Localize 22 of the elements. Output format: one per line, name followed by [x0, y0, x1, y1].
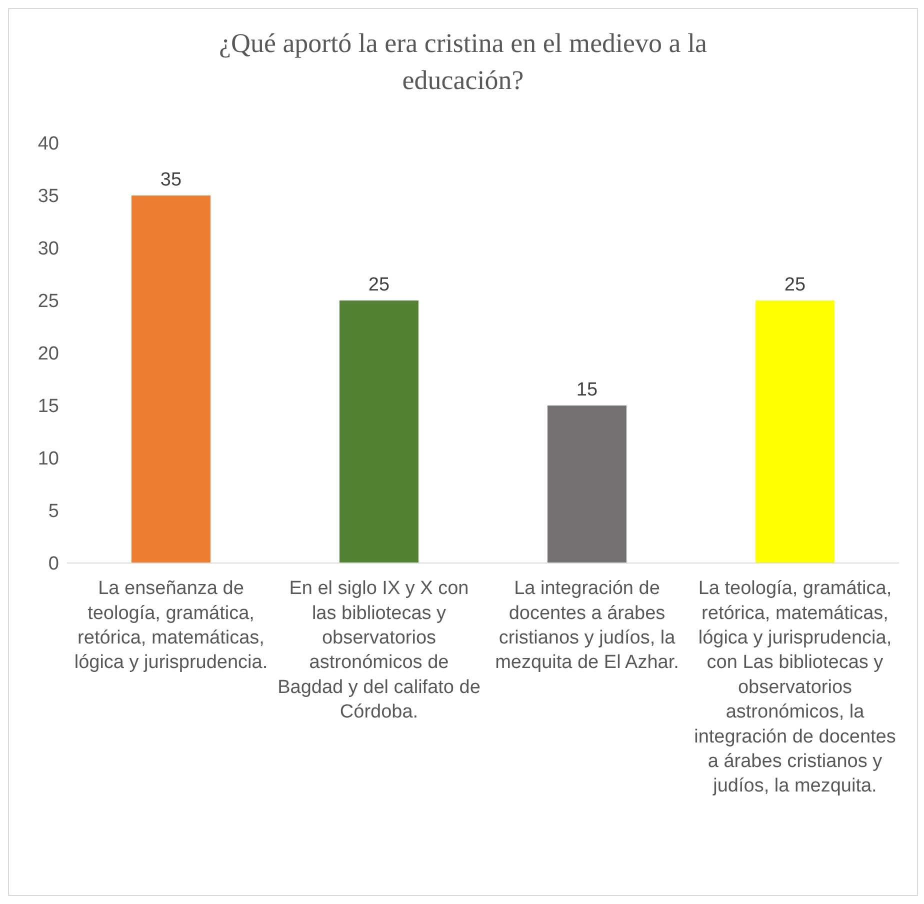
y-tick-label: 40 — [38, 134, 59, 155]
x-tick-label: En el siglo IX y X con las bibliotecas y observatorios astronómicos de Bagdad y del califato de Córdoba. — [278, 578, 480, 723]
y-tick-label: 15 — [38, 396, 59, 418]
bar — [131, 196, 210, 563]
data-label: 25 — [784, 274, 806, 296]
y-tick-label: 5 — [48, 501, 59, 522]
data-label: 25 — [368, 274, 390, 296]
y-tick-label: 25 — [38, 291, 59, 312]
y-tick-label: 35 — [38, 186, 59, 208]
y-tick-label: 10 — [38, 448, 59, 470]
data-label: 35 — [160, 170, 182, 190]
category-label: La teología, gramática, retórica, matemáticas, lógica y jurisprudencia, con Las bibliotecas y observatorios astronómicos, la integración de docentes a árabes cristianos y judíos, la mezquita. — [694, 578, 896, 797]
bar — [547, 406, 626, 563]
y-tick-label: 30 — [38, 238, 59, 260]
chart-title: ¿Qué aportó la era cristina en el medievo a la educación? — [218, 27, 708, 97]
x-tick-label: La enseñanza de teología, gramática, retórica, matemáticas, lógica y jurisprudencia. — [74, 578, 268, 674]
bar — [755, 300, 834, 563]
y-tick-label: 20 — [38, 344, 59, 365]
y-tick-label: 0 — [48, 554, 59, 575]
bar — [339, 300, 418, 563]
x-tick-label: La integración de docentes a árabes cristianos y judíos, la mezquita de El Azhar. — [495, 578, 679, 674]
data-label: 15 — [576, 380, 598, 400]
